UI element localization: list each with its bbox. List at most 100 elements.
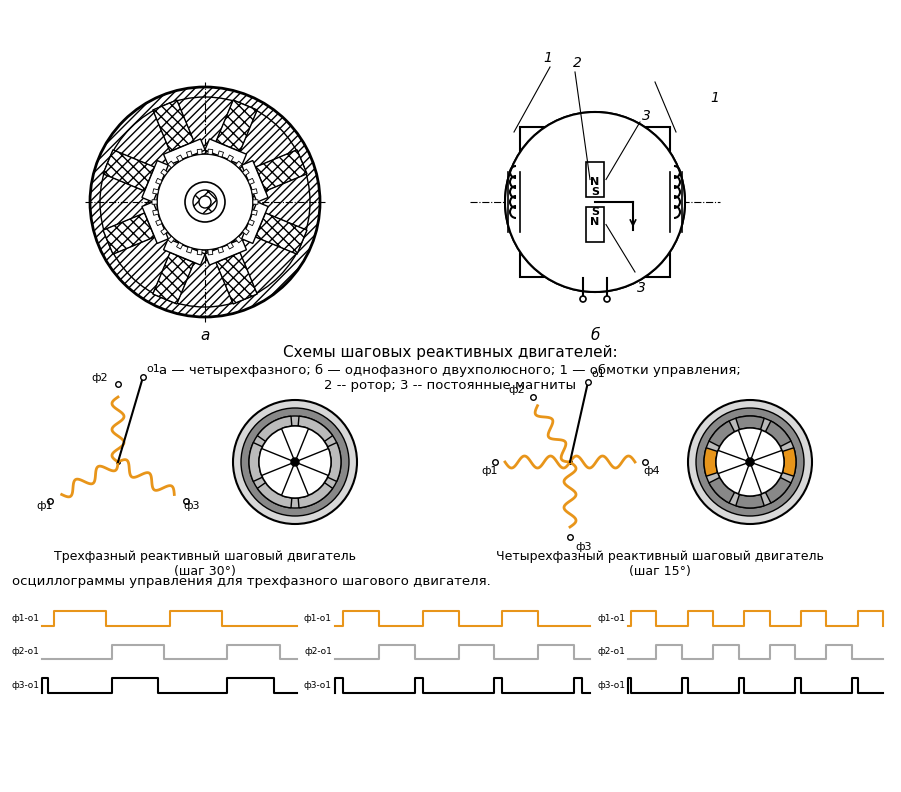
- Polygon shape: [187, 247, 192, 253]
- Text: ф1: ф1: [36, 501, 52, 511]
- Polygon shape: [103, 150, 155, 191]
- Polygon shape: [248, 219, 254, 226]
- Wedge shape: [750, 447, 796, 476]
- Polygon shape: [156, 178, 162, 185]
- Text: осциллограммы управления для трехфазного шагового двигателя.: осциллограммы управления для трехфазного…: [12, 576, 491, 588]
- Polygon shape: [103, 213, 155, 254]
- Wedge shape: [295, 462, 332, 508]
- Text: N: N: [590, 177, 600, 187]
- Circle shape: [716, 428, 784, 496]
- Polygon shape: [520, 127, 670, 277]
- Polygon shape: [152, 200, 157, 204]
- Polygon shape: [218, 247, 223, 253]
- Circle shape: [241, 408, 349, 516]
- Text: б: б: [590, 329, 600, 344]
- Polygon shape: [256, 150, 307, 191]
- Text: а: а: [200, 329, 210, 344]
- Polygon shape: [253, 200, 258, 204]
- Polygon shape: [218, 151, 223, 157]
- Circle shape: [233, 400, 357, 524]
- Polygon shape: [142, 161, 168, 202]
- Polygon shape: [197, 149, 202, 154]
- Polygon shape: [168, 236, 175, 243]
- Polygon shape: [156, 219, 162, 226]
- Polygon shape: [208, 149, 213, 154]
- Text: ф1-о1: ф1-о1: [597, 614, 625, 623]
- Text: ф2-о1: ф2-о1: [597, 648, 625, 657]
- Wedge shape: [249, 443, 295, 482]
- Polygon shape: [235, 236, 242, 243]
- Wedge shape: [281, 462, 308, 498]
- Polygon shape: [241, 202, 268, 243]
- Circle shape: [580, 296, 586, 302]
- Text: Схемы шаговых реактивных двигателей:: Схемы шаговых реактивных двигателей:: [283, 345, 617, 360]
- Text: S: S: [591, 187, 599, 197]
- Wedge shape: [295, 416, 332, 462]
- Polygon shape: [164, 238, 205, 265]
- Polygon shape: [251, 188, 258, 194]
- Circle shape: [249, 416, 341, 508]
- Text: ф1-о1: ф1-о1: [11, 614, 39, 623]
- Circle shape: [746, 458, 754, 466]
- Text: 2: 2: [572, 56, 581, 70]
- Text: ф1-о1: ф1-о1: [304, 614, 332, 623]
- Text: 2 -- ротор; 3 -- постоянные магниты: 2 -- ротор; 3 -- постоянные магниты: [324, 379, 576, 393]
- Polygon shape: [256, 213, 307, 254]
- Wedge shape: [281, 426, 308, 462]
- Polygon shape: [242, 229, 250, 235]
- Polygon shape: [216, 100, 257, 151]
- Circle shape: [704, 416, 796, 508]
- Polygon shape: [227, 242, 233, 249]
- Wedge shape: [736, 462, 764, 508]
- Wedge shape: [736, 416, 764, 462]
- Wedge shape: [258, 416, 295, 462]
- Text: 1: 1: [711, 91, 719, 105]
- Polygon shape: [227, 155, 233, 162]
- Polygon shape: [586, 207, 604, 242]
- Text: S: S: [591, 207, 599, 217]
- Text: о1: о1: [146, 364, 159, 374]
- Polygon shape: [242, 169, 250, 176]
- Wedge shape: [295, 448, 331, 475]
- Polygon shape: [142, 202, 168, 243]
- Circle shape: [90, 87, 320, 317]
- Text: ф2: ф2: [92, 373, 108, 383]
- Wedge shape: [259, 448, 295, 475]
- Wedge shape: [716, 451, 750, 474]
- Polygon shape: [251, 210, 258, 215]
- Wedge shape: [739, 462, 761, 496]
- Wedge shape: [258, 462, 295, 508]
- Circle shape: [199, 196, 211, 208]
- Wedge shape: [750, 462, 791, 503]
- Text: ф3: ф3: [575, 542, 591, 552]
- Text: N: N: [590, 217, 600, 227]
- Text: ф4: ф4: [643, 466, 660, 476]
- Circle shape: [696, 408, 804, 516]
- Text: ф2-о1: ф2-о1: [11, 648, 39, 657]
- Circle shape: [259, 426, 331, 498]
- Wedge shape: [709, 421, 750, 462]
- Text: ф2: ф2: [508, 385, 524, 395]
- Text: ф3-о1: ф3-о1: [11, 681, 39, 690]
- Wedge shape: [739, 428, 761, 462]
- Text: ф2-о1: ф2-о1: [305, 648, 332, 657]
- Wedge shape: [709, 462, 750, 503]
- Text: 1: 1: [543, 51, 552, 65]
- Polygon shape: [187, 151, 192, 157]
- Polygon shape: [153, 253, 194, 304]
- Polygon shape: [168, 161, 175, 168]
- Text: Четырехфазный реактивный шаговый двигатель
(шаг 15°): Четырехфазный реактивный шаговый двигате…: [496, 550, 824, 578]
- Text: ф3-о1: ф3-о1: [304, 681, 332, 690]
- Polygon shape: [205, 139, 247, 166]
- Polygon shape: [248, 178, 254, 185]
- Text: о1: о1: [591, 369, 605, 379]
- Polygon shape: [177, 155, 183, 162]
- Polygon shape: [216, 253, 257, 304]
- Polygon shape: [153, 188, 159, 194]
- Wedge shape: [750, 451, 784, 474]
- Text: ф3-о1: ф3-о1: [597, 681, 625, 690]
- Text: ф3: ф3: [183, 501, 200, 511]
- Polygon shape: [241, 161, 268, 202]
- Text: ф1: ф1: [482, 466, 498, 476]
- Polygon shape: [160, 169, 168, 176]
